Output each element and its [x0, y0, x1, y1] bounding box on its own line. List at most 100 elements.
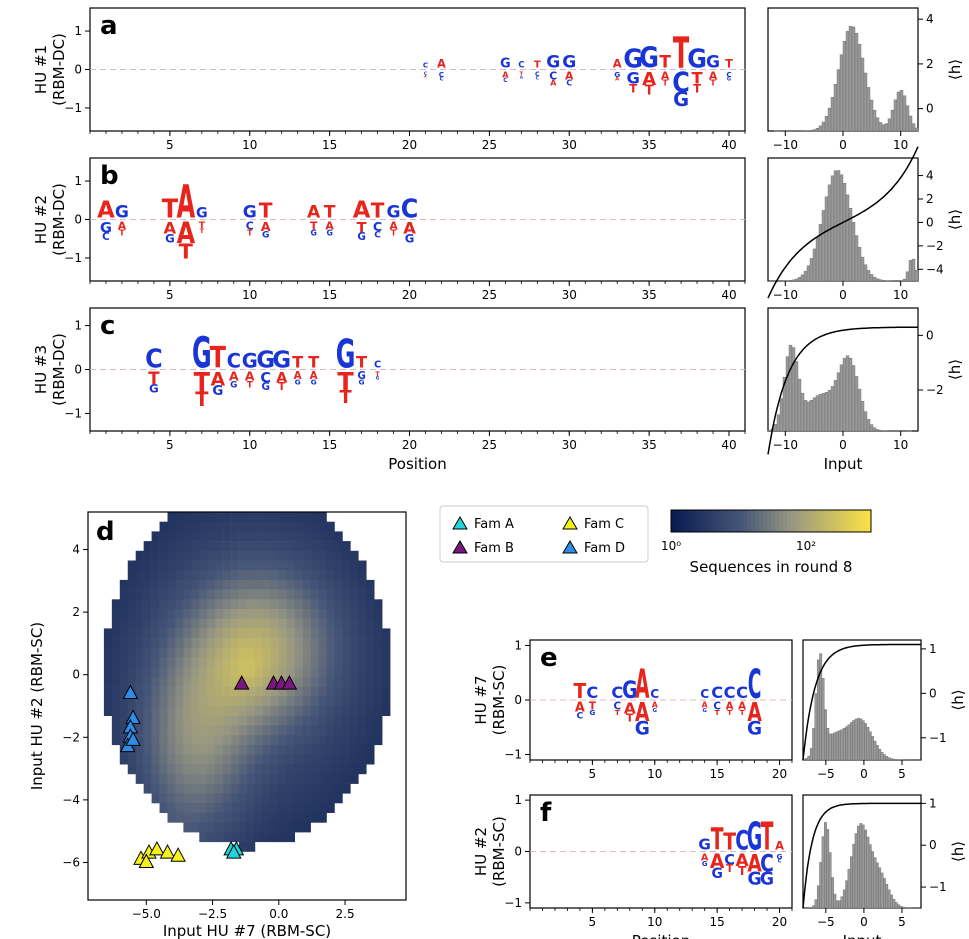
heatmap-cell — [159, 764, 168, 775]
heatmap-cell — [175, 744, 184, 755]
colorbar-segment — [779, 510, 784, 532]
heatmap-cell — [254, 793, 264, 804]
x-axis-label: Input HU #7 (RBM-SC) — [163, 922, 331, 939]
y-tick-label: 2 — [926, 192, 934, 206]
heatmap-cell — [191, 686, 200, 697]
heatmap-cell — [239, 822, 248, 833]
heatmap-cell — [247, 715, 256, 726]
heatmap-cell — [254, 764, 264, 775]
hist-bar — [857, 718, 860, 761]
hist-bar — [852, 720, 856, 761]
x-tick-label: 30 — [562, 138, 577, 152]
heatmap-cell — [223, 589, 232, 600]
heatmap-cell — [302, 570, 311, 581]
heatmap-cell — [278, 628, 288, 639]
logo-letter: G — [635, 719, 650, 740]
heatmap-cell — [286, 764, 295, 775]
logo-letter: A — [389, 220, 398, 233]
heatmap-cell — [239, 667, 248, 678]
hist-bar — [812, 248, 817, 282]
heatmap-cell — [199, 783, 208, 794]
logo-letter: A — [97, 198, 115, 224]
logo-letter: T — [340, 387, 353, 408]
hist-bar — [864, 829, 867, 909]
heatmap-cell — [326, 618, 335, 629]
heatmap-cell — [207, 570, 216, 581]
hist-bar — [897, 904, 900, 909]
heatmap-cell — [366, 715, 375, 726]
x-tick-label: 20 — [402, 138, 417, 152]
logo-letter: C — [423, 61, 428, 70]
heatmap-cell — [310, 541, 319, 552]
heatmap-cell — [310, 628, 319, 639]
logo-letter: A — [229, 369, 239, 384]
heatmap-cell — [326, 638, 335, 649]
heatmap-cell — [239, 550, 248, 561]
colorbar-segment — [799, 510, 804, 532]
heatmap-cell — [111, 667, 121, 678]
heatmap-cell — [167, 803, 176, 813]
heatmap-cell — [183, 531, 192, 542]
heatmap-cell — [167, 715, 176, 726]
logo-letter: G — [520, 74, 523, 79]
heatmap-cell — [175, 638, 184, 649]
heatmap-cell — [207, 706, 216, 716]
heatmap-cell — [223, 793, 232, 804]
logo-letter: C — [145, 344, 163, 374]
heatmap-cell — [175, 706, 184, 716]
heatmap-cell — [191, 754, 200, 765]
heatmap-cell — [326, 531, 335, 542]
logo-letter: C — [736, 683, 748, 702]
logo-letter: A — [164, 219, 177, 238]
heatmap-cell — [270, 570, 280, 581]
heatmap-cell — [135, 560, 144, 571]
hist-bar — [878, 430, 883, 432]
heatmap-cell — [302, 696, 311, 707]
hist-bar — [806, 265, 811, 282]
hist-bar — [785, 356, 790, 432]
heatmap-cell — [207, 715, 216, 726]
heatmap-cell — [310, 812, 319, 823]
heatmap-cell — [326, 793, 335, 804]
heatmap-cell — [191, 560, 200, 571]
legend-box — [439, 505, 649, 563]
hist-bar — [800, 274, 805, 282]
heatmap-cell — [334, 550, 343, 561]
hist-bar — [809, 400, 814, 432]
heatmap-cell — [318, 812, 327, 823]
logo-letter: G — [777, 852, 783, 861]
logo-column: TAG — [162, 194, 178, 246]
heatmap-cell — [326, 783, 335, 794]
logo-letter: A — [652, 701, 658, 710]
heatmap-cell — [167, 657, 176, 668]
heatmap-cell — [199, 793, 208, 804]
heatmap-cell — [302, 793, 311, 804]
heatmap-cell — [231, 706, 240, 716]
heatmap-cell — [247, 531, 256, 542]
heatmap-cell — [231, 676, 240, 687]
heatmap-cell — [334, 531, 343, 542]
x-tick-label: 20 — [772, 767, 787, 781]
heatmap-cell — [254, 822, 264, 833]
logo-column: GAT — [622, 677, 637, 725]
heatmap-cell — [151, 744, 160, 755]
heatmap-cell — [334, 647, 343, 658]
heatmap-cell — [207, 832, 216, 843]
x-tick-label: 0 — [860, 767, 868, 781]
heatmap-cell — [207, 599, 216, 610]
y-tick-label: 0 — [74, 213, 82, 227]
heatmap-cell — [183, 521, 192, 532]
y-tick-label: −1 — [504, 896, 522, 910]
hist-bar — [814, 899, 818, 909]
heatmap-cell — [135, 589, 144, 600]
heatmap-cell — [119, 725, 129, 736]
heatmap-cell — [302, 735, 311, 746]
heatmap-cell — [223, 628, 232, 639]
heatmap-cell — [183, 599, 192, 610]
heatmap-cell — [143, 696, 152, 707]
hist-bar — [845, 355, 850, 432]
y-tick-label: 1 — [514, 638, 522, 652]
heatmap-cell — [254, 589, 264, 600]
hist-bar — [880, 872, 884, 909]
heatmap-cell — [342, 725, 351, 736]
